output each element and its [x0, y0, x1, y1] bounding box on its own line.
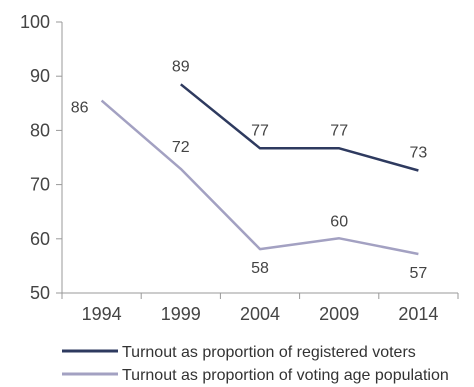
series-layer	[100, 83, 419, 256]
data-labels-layer: 89 77 77 73 86 72 58 60 57	[71, 58, 428, 282]
data-label: 77	[251, 122, 269, 139]
data-label: 73	[410, 145, 428, 162]
legend: Turnout as proportion of registered vote…	[62, 344, 449, 384]
data-label: 60	[330, 213, 348, 230]
y-tick-label: 80	[30, 120, 50, 140]
data-label: 86	[71, 100, 89, 117]
x-axis-ticks: 1994 1999 2004 2009 2014	[61, 293, 459, 324]
data-label: 72	[172, 139, 190, 156]
y-tick-label: 70	[30, 175, 50, 195]
y-tick-label: 100	[20, 12, 50, 32]
data-label: 58	[251, 260, 269, 277]
data-label: 89	[172, 58, 190, 75]
x-tick-label: 1999	[161, 304, 201, 324]
series-line-registered	[180, 83, 419, 172]
chart-axes	[61, 22, 458, 294]
y-tick-label: 90	[30, 66, 50, 86]
y-axis-ticks: 50 60 70 80 90 100	[20, 12, 62, 303]
x-tick-label: 2014	[398, 304, 438, 324]
y-tick-label: 60	[30, 229, 50, 249]
data-label: 77	[330, 122, 348, 139]
x-tick-label: 2009	[319, 304, 359, 324]
x-tick-label: 2004	[240, 304, 280, 324]
series-line-voting-age	[100, 99, 419, 256]
data-label: 57	[410, 265, 428, 282]
legend-label-voting-age: Turnout as proportion of voting age popu…	[122, 367, 449, 384]
x-tick-label: 1994	[82, 304, 122, 324]
y-tick-label: 50	[30, 283, 50, 303]
legend-label-registered: Turnout as proportion of registered vote…	[122, 344, 416, 361]
